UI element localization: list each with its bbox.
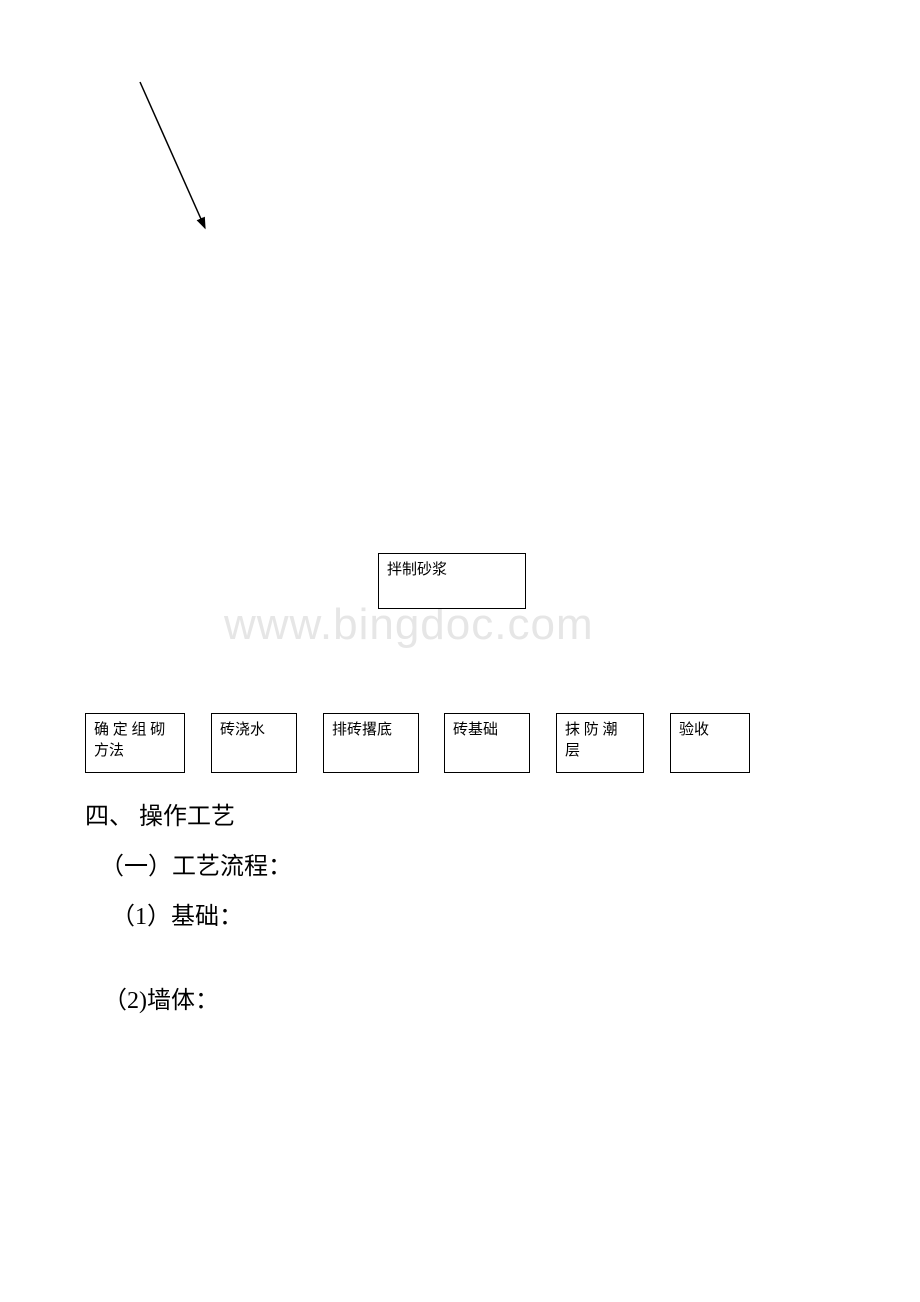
box-5: 抹 防 潮层 <box>556 713 644 773</box>
box-5-label2: 层 <box>565 741 635 762</box>
box-2-label1: 砖浇水 <box>220 720 288 741</box>
arrow-body <box>140 82 205 228</box>
item-1: （1）基础： <box>111 896 243 931</box>
box-1-label2: 方法 <box>94 741 176 762</box>
box-1: 确 定 组 砌方法 <box>85 713 185 773</box>
box-4: 砖基础 <box>444 713 530 773</box>
box-5-label1: 抹 防 潮 <box>565 720 635 741</box>
sub-1: （一）工艺流程： <box>100 846 292 881</box>
box-3-label1: 排砖撂底 <box>332 720 410 741</box>
box-6-label1: 验收 <box>679 720 741 741</box>
diagonal-arrow <box>0 0 920 300</box>
item-2: （2)墙体： <box>103 980 219 1015</box>
heading-4: 四、 操作工艺 <box>85 796 235 831</box>
top-box-mortar: 拌制砂浆 <box>378 553 526 609</box>
box-6: 验收 <box>670 713 750 773</box>
box-4-label1: 砖基础 <box>453 720 521 741</box>
box-3: 排砖撂底 <box>323 713 419 773</box>
box-1-label1: 确 定 组 砌 <box>94 720 176 741</box>
box-2: 砖浇水 <box>211 713 297 773</box>
top-box-label: 拌制砂浆 <box>387 562 447 578</box>
